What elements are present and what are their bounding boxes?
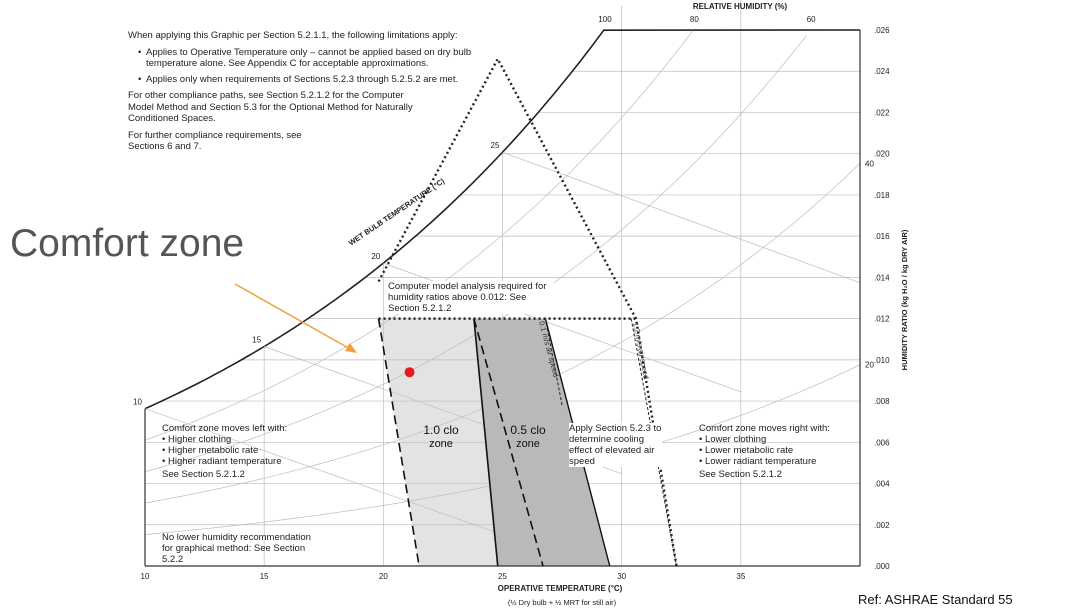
left-box-item: Higher radiant temperature	[162, 456, 322, 467]
right-box-title: Comfort zone moves right with:	[699, 423, 830, 434]
y-tick-label: .008	[874, 397, 890, 406]
tick-labels: 10 15 20 25 30 35 .000 .002 .004 .006 .008 .010 .012…	[133, 15, 890, 581]
y-tick-label: .026	[874, 26, 890, 35]
y-tick-label: .002	[874, 521, 890, 530]
wet-bulb-tick-label: 25	[491, 141, 500, 150]
wet-bulb-line	[144, 408, 503, 535]
right-box-see: See Section 5.2.1.2	[699, 469, 782, 480]
reference-note: Ref: ASHRAE Standard 55	[858, 592, 1013, 607]
y-tick-label: .016	[874, 232, 890, 241]
comfort-zone-label: Comfort zone	[10, 222, 245, 265]
x-tick-label: 10	[141, 572, 150, 581]
left-box-title: Comfort zone moves left with:	[162, 423, 288, 434]
x-tick-label: 25	[498, 572, 507, 581]
zone-boundary-1-0-clo-right	[473, 318, 544, 567]
right-box-item: Lower metabolic rate	[699, 445, 864, 456]
annotation-arrow	[234, 283, 353, 351]
other-paths-note: For other compliance paths, see Section …	[128, 90, 413, 124]
y-tick-label: .018	[874, 191, 890, 200]
limitation-item: Applies to Operative Temperature only – …	[138, 47, 513, 70]
limitations-intro: When applying this Graphic per Section 5…	[128, 30, 458, 41]
y-tick-label: .024	[874, 67, 890, 76]
rh-label: 40	[865, 159, 874, 168]
rh-label: 20	[865, 361, 874, 370]
left-box-item: Higher clothing	[162, 434, 322, 445]
wet-bulb-label: WET BULB TEMPERATURE (°C)	[347, 176, 447, 247]
x-axis-sublabel: (½ Dry bulb + ½ MRT for still air)	[508, 598, 617, 607]
top-axis-label: RELATIVE HUMIDITY (%)	[693, 2, 788, 11]
x-axis-label: OPERATIVE TEMPERATURE (°C)	[498, 584, 623, 593]
elevated-speed-envelope	[377, 56, 678, 567]
limitations-list: Applies to Operative Temperature only – …	[128, 47, 513, 86]
wet-bulb-tick-label: 10	[133, 398, 142, 407]
y-tick-label: .006	[874, 438, 890, 447]
y-tick-label: .000	[874, 562, 890, 571]
limitation-item: Applies only when requirements of Sectio…	[138, 74, 513, 86]
right-shift-box: Comfort zone moves right with: Lower clo…	[699, 423, 864, 480]
y-tick-label: .012	[874, 315, 890, 324]
y-tick-label: .010	[874, 356, 890, 365]
rh-label: 80	[690, 15, 699, 24]
computer-model-note: Computer model analysis required for hum…	[388, 281, 553, 314]
apply-section-note: Apply Section 5.2.3 to determine cooling…	[569, 423, 662, 467]
wet-bulb-tick-label: 15	[252, 335, 261, 344]
zone-1-0-clo-label: 1.0 clo	[423, 423, 459, 437]
annotation-arrow-head	[345, 343, 357, 353]
x-tick-label: 35	[736, 572, 745, 581]
rh-curve	[144, 163, 861, 504]
y-axis-label: HUMIDITY RATIO (kg H₂O / kg DRY AIR)	[900, 229, 909, 370]
rh-curve	[144, 364, 861, 535]
wet-bulb-tick-label: 20	[371, 252, 380, 261]
y-tick-label: .022	[874, 108, 890, 117]
y-tick-label: .004	[874, 480, 890, 489]
chart-frame	[144, 29, 861, 567]
left-shift-box: Comfort zone moves left with: Higher clo…	[162, 423, 322, 480]
right-box-item: Lower radiant temperature	[699, 456, 864, 467]
x-tick-label: 20	[379, 572, 388, 581]
air-speed-label-1-2: 1.2 m/s air speed	[631, 322, 651, 380]
rh-label: 100	[598, 15, 612, 24]
left-box-item: Higher metabolic rate	[162, 445, 322, 456]
zone-1-0-clo-label-line2: zone	[429, 438, 453, 450]
x-tick-label: 15	[260, 572, 269, 581]
y-tick-label: .014	[874, 273, 890, 282]
left-box-see: See Section 5.2.1.2	[162, 469, 245, 480]
zone-0-5-clo-label-line2: zone	[516, 438, 540, 450]
saturation-curve	[144, 29, 861, 410]
x-tick-label: 30	[617, 572, 626, 581]
right-box-list: Lower clothing Lower metabolic rate Lowe…	[699, 434, 864, 467]
rh-label: 60	[807, 15, 816, 24]
left-box-list: Higher clothing Higher metabolic rate Hi…	[162, 434, 322, 467]
limitations-note: When applying this Graphic per Section 5…	[128, 30, 513, 158]
red-point-marker	[404, 367, 415, 378]
right-box-item: Lower clothing	[699, 434, 864, 445]
no-lower-humidity-note: No lower humidity recommendation for gra…	[162, 532, 311, 565]
wet-bulb-line	[502, 151, 861, 284]
further-requirements-note: For further compliance requirements, see…	[128, 129, 302, 153]
y-tick-label: .020	[874, 150, 890, 159]
zone-boundary-0-5-clo-left	[473, 318, 499, 567]
zone-0-5-clo-label: 0.5 clo	[510, 423, 546, 437]
wet-bulb-line	[264, 346, 622, 475]
